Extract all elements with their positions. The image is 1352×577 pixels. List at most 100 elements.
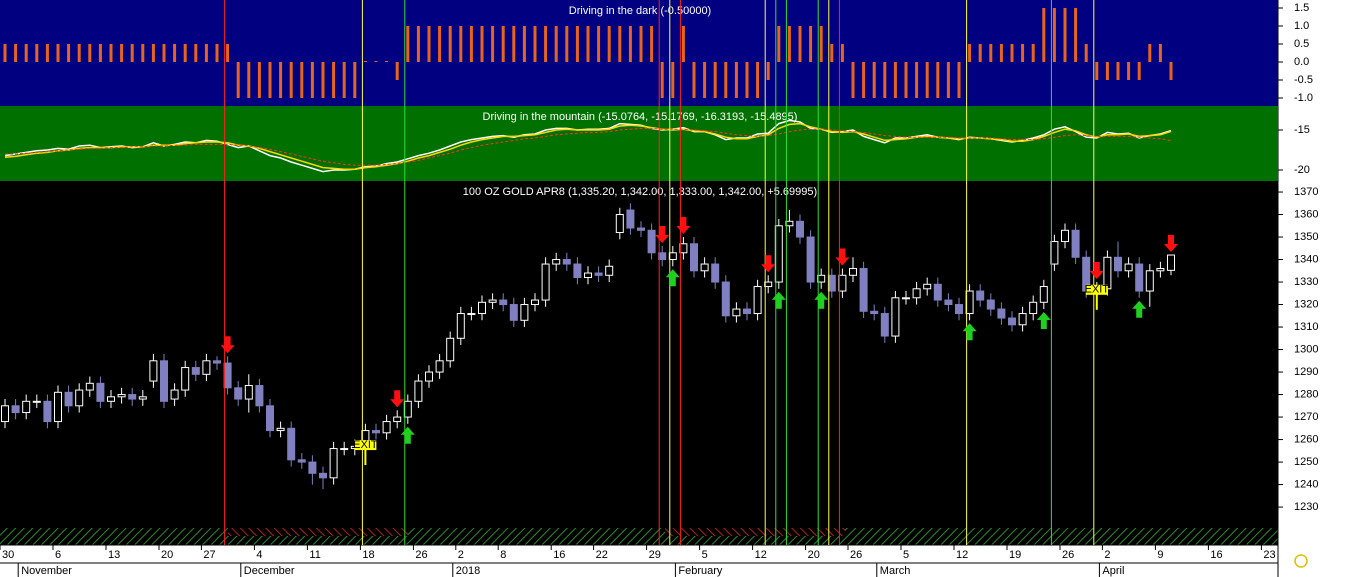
sell-arrow (655, 226, 670, 244)
candle-body (986, 299, 995, 310)
candle-body (785, 220, 794, 227)
candle-body (1071, 229, 1080, 258)
candle-body (435, 360, 444, 373)
bar (448, 25, 452, 63)
bar (1158, 43, 1162, 63)
x-tick-label: 16 (1210, 549, 1222, 561)
candle-body (849, 268, 857, 276)
candle-body (1114, 256, 1122, 272)
y-tick-label: 1280 (1294, 388, 1318, 400)
x-tick-label: 11 (309, 549, 320, 561)
bar (989, 43, 993, 63)
exit-box (1085, 284, 1108, 295)
candle-body (22, 400, 31, 414)
panel-title: 100 OZ GOLD APR8 (1,335.20, 1,342.00, 1,… (463, 186, 817, 198)
bar (999, 43, 1003, 63)
bar (1042, 7, 1046, 63)
bar (215, 43, 219, 63)
bar (522, 25, 526, 63)
bar (554, 25, 558, 63)
bar (130, 43, 134, 63)
candle-body (637, 227, 645, 231)
candle-body (1050, 241, 1059, 265)
candle-body (488, 299, 497, 303)
bar (703, 62, 707, 99)
bar (385, 61, 389, 63)
bar (342, 62, 346, 99)
candle-body (668, 252, 677, 261)
bar (35, 43, 39, 63)
y-tick-label: 1320 (1294, 298, 1318, 310)
bar (957, 62, 961, 99)
x-tick-label: 5 (702, 549, 708, 561)
bar (406, 25, 410, 63)
candle-body (520, 304, 529, 321)
bar (226, 43, 230, 63)
candle-body (1167, 254, 1175, 271)
x-tick-label: 27 (203, 549, 215, 561)
candle-body (96, 382, 105, 402)
candle-body (1135, 263, 1144, 292)
month-label: February (678, 565, 723, 577)
bar (300, 62, 304, 99)
buy-arrow (814, 291, 829, 309)
bar (968, 43, 972, 63)
bar (24, 43, 28, 63)
candle-body (138, 396, 147, 400)
bar (597, 25, 601, 63)
bar (374, 61, 378, 63)
bar (1074, 7, 1078, 63)
candle-body (223, 362, 232, 389)
bar (120, 43, 124, 63)
sell-arrow (835, 248, 850, 266)
bar (1021, 43, 1025, 63)
plot-layer: 1.5 1.0 0.5 0.0 -0.5 -1.0 Driving in the dark … (0, 0, 1318, 577)
bar (310, 62, 314, 99)
bar (681, 25, 685, 63)
bar (1105, 62, 1109, 81)
candle-body (43, 400, 52, 423)
bar (883, 62, 887, 99)
candle-body (541, 263, 550, 301)
bar (56, 43, 60, 63)
y-tick-label: 0.5 (1294, 38, 1309, 50)
bar (915, 62, 919, 99)
sell-arrow (676, 217, 691, 235)
status-icon[interactable] (1294, 554, 1308, 568)
candle-body (329, 448, 338, 479)
bar (724, 62, 728, 99)
candle-body (213, 360, 221, 364)
candle-body (1008, 317, 1016, 326)
candle-body (732, 308, 741, 317)
candle-body (319, 472, 327, 479)
x-tick-label: 30 (2, 549, 14, 561)
bar (427, 25, 431, 63)
bar (279, 62, 283, 99)
candle-body (244, 385, 253, 400)
y-tick-label: 1330 (1294, 276, 1318, 288)
candle-body (1145, 270, 1154, 292)
y-tick-label: 1290 (1294, 366, 1318, 378)
y-tick-label: -0.5 (1294, 74, 1313, 86)
bar (628, 25, 632, 63)
bar (1052, 7, 1056, 63)
candle-body (160, 360, 168, 402)
candle-body (54, 391, 62, 423)
bar (819, 25, 823, 63)
bar (766, 62, 770, 81)
y-tick-label: 1360 (1294, 208, 1318, 220)
panel-title: Driving in the mountain (-15.0764, -15.1… (483, 111, 798, 123)
bar (1031, 43, 1035, 63)
candle-body (276, 427, 285, 432)
month-label: December (244, 565, 295, 577)
bar (353, 62, 357, 99)
x-tick-label: 6 (55, 549, 61, 561)
candle-body (287, 427, 296, 461)
month-label: 2018 (456, 565, 480, 577)
y-tick-label: 1270 (1294, 411, 1318, 423)
candle-body (806, 236, 815, 283)
bar (257, 62, 261, 99)
candle-body (170, 389, 179, 400)
candle-body (340, 448, 349, 451)
month-label: April (1102, 565, 1124, 577)
